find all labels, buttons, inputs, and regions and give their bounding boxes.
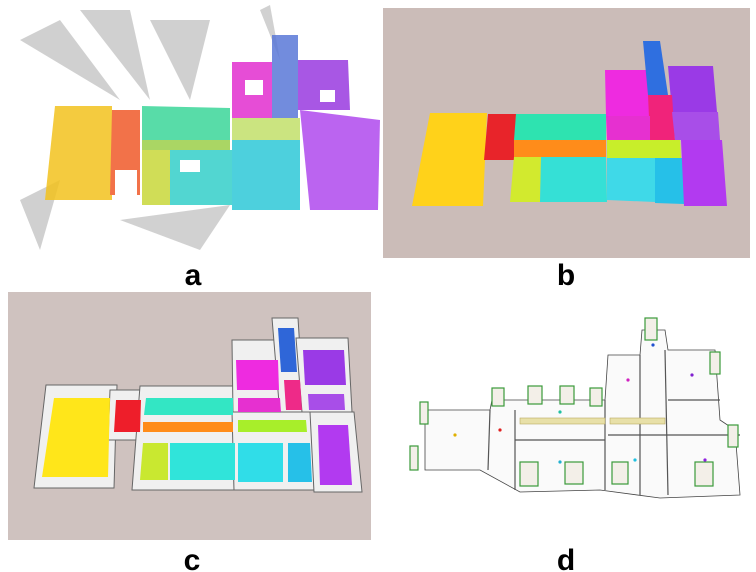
panel-c: c [8,292,371,572]
panel-a: a [20,5,380,292]
rooms [42,328,352,485]
room-blocks [45,35,380,210]
panel-b: b [383,8,750,292]
holes [115,80,335,195]
panel-label: a [185,259,202,292]
panel-label: c [184,544,201,572]
panel-label: d [557,544,575,572]
room-centers [453,343,707,464]
openings [409,317,739,487]
floor-outline [424,329,741,499]
panel-label: b [557,259,575,292]
rooms [412,41,727,206]
panel-d: d [409,317,741,572]
